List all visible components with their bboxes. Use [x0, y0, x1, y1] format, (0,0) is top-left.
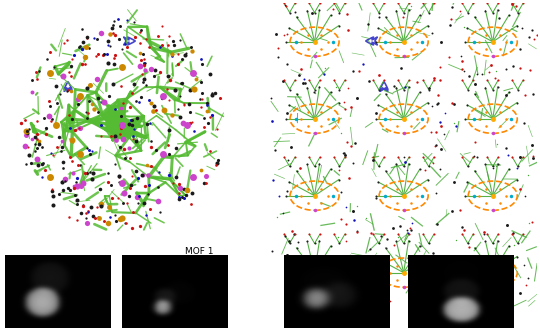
Text: MOF 2: MOF 2: [468, 257, 496, 266]
Text: MOF 1: MOF 1: [185, 247, 213, 256]
